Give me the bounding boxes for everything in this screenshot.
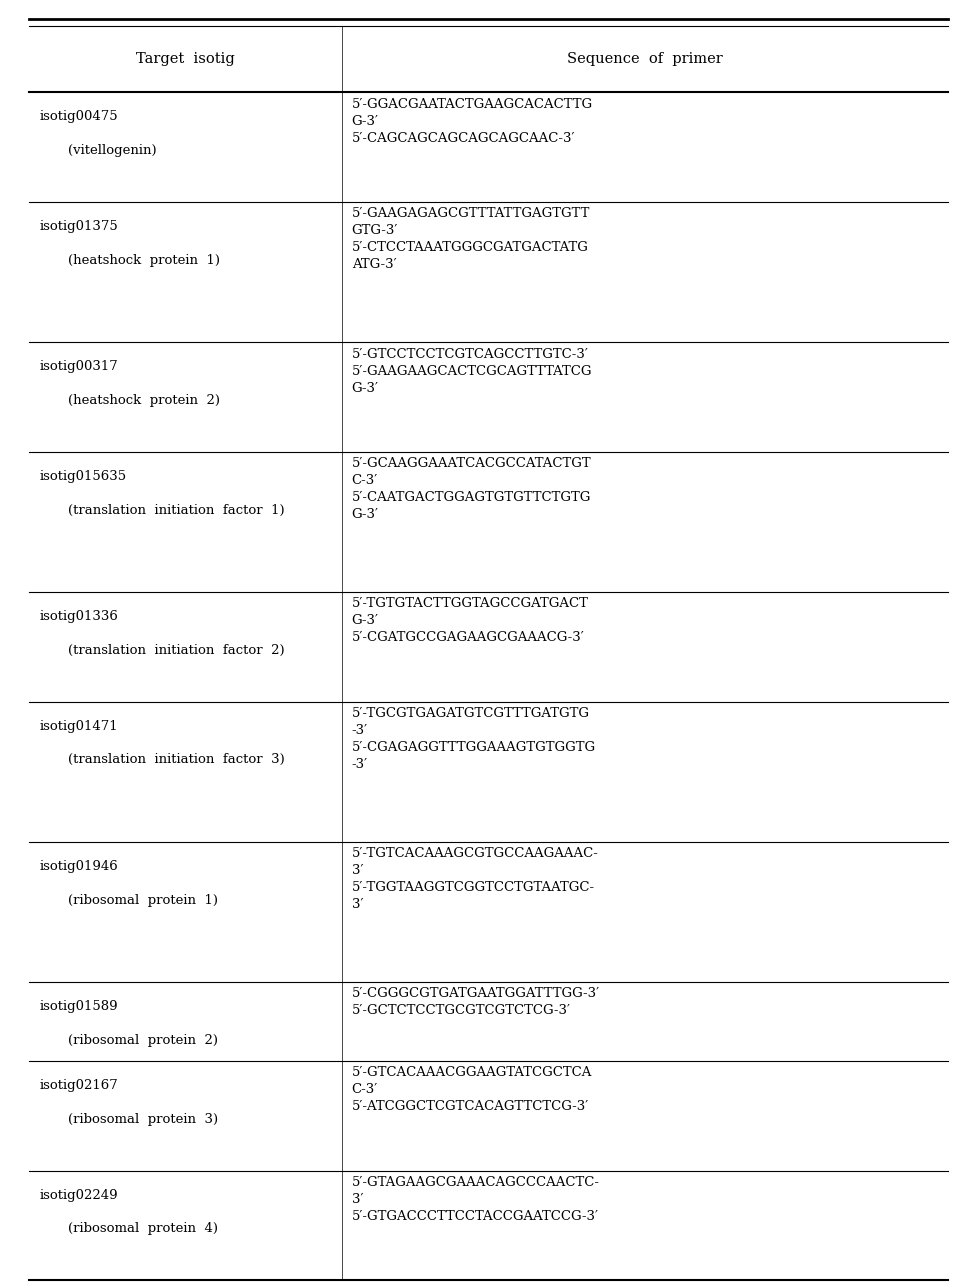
Text: 5′-GAAGAGAGCGTTTATTGAGTGTT
GTG-3′
5′-CTCCTAAATGGGCGATGACTATG
ATG-3′: 5′-GAAGAGAGCGTTTATTGAGTGTT GTG-3′ 5′-CTC… <box>352 207 590 271</box>
Text: isotig01589: isotig01589 <box>39 1000 117 1013</box>
Text: (vitellogenin): (vitellogenin) <box>68 144 157 157</box>
Text: (translation  initiation  factor  1): (translation initiation factor 1) <box>68 503 285 516</box>
Text: 5′-CGGGCGTGATGAATGGATTTGG-3′
5′-GCTCTCCTGCGTCGTCTCG-3′: 5′-CGGGCGTGATGAATGGATTTGG-3′ 5′-GCTCTCCT… <box>352 987 600 1017</box>
Text: Sequence  of  primer: Sequence of primer <box>567 53 723 65</box>
Text: (translation  initiation  factor  2): (translation initiation factor 2) <box>68 643 285 656</box>
Text: isotig01471: isotig01471 <box>39 719 117 733</box>
Text: isotig01375: isotig01375 <box>39 220 118 234</box>
Text: (translation  initiation  factor  3): (translation initiation factor 3) <box>68 754 285 767</box>
Text: isotig01336: isotig01336 <box>39 610 118 623</box>
Text: isotig01946: isotig01946 <box>39 860 118 873</box>
Text: 5′-TGTCACAAAGCGTGCCAAGAAAC-
3′
5′-TGGTAAGGTCGGTCCTGTAATGC-
3′: 5′-TGTCACAAAGCGTGCCAAGAAAC- 3′ 5′-TGGTAA… <box>352 847 599 912</box>
Text: isotig02167: isotig02167 <box>39 1079 118 1091</box>
Text: 5′-GTCACAAACGGAAGTATCGCTCA
C-3′
5′-ATCGGCTCGTCACAGTTCTCG-3′: 5′-GTCACAAACGGAAGTATCGCTCA C-3′ 5′-ATCGG… <box>352 1066 592 1113</box>
Text: isotig015635: isotig015635 <box>39 470 126 483</box>
Text: 5′-GCAAGGAAATCACGCCATACTGT
C-3′
5′-CAATGACTGGAGTGTGTTCTGTG
G-3′: 5′-GCAAGGAAATCACGCCATACTGT C-3′ 5′-CAATG… <box>352 457 591 521</box>
Text: (heatshock  protein  2): (heatshock protein 2) <box>68 394 221 407</box>
Text: 5′-TGTGTACTTGGTAGCCGATGACT
G-3′
5′-CGATGCCGAGAAGCGAAACG-3′: 5′-TGTGTACTTGGTAGCCGATGACT G-3′ 5′-CGATG… <box>352 597 588 645</box>
Text: (ribosomal  protein  2): (ribosomal protein 2) <box>68 1034 219 1046</box>
Text: isotig00317: isotig00317 <box>39 361 118 374</box>
Text: Target  isotig: Target isotig <box>136 53 235 65</box>
Text: isotig00475: isotig00475 <box>39 110 117 123</box>
Text: isotig02249: isotig02249 <box>39 1189 117 1202</box>
Text: (ribosomal  protein  3): (ribosomal protein 3) <box>68 1113 219 1126</box>
Text: 5′-GTCCTCCTCGTCAGCCTTGTC-3′
5′-GAAGAAGCACTCGCAGTTTATCG
G-3′: 5′-GTCCTCCTCGTCAGCCTTGTC-3′ 5′-GAAGAAGCA… <box>352 348 592 394</box>
Text: (ribosomal  protein  4): (ribosomal protein 4) <box>68 1222 219 1235</box>
Text: 5′-GGACGAATACTGAAGCACACTTG
G-3′
5′-CAGCAGCAGCAGCAGCAAC-3′: 5′-GGACGAATACTGAAGCACACTTG G-3′ 5′-CAGCA… <box>352 98 593 145</box>
Text: (heatshock  protein  1): (heatshock protein 1) <box>68 254 221 267</box>
Text: (ribosomal  protein  1): (ribosomal protein 1) <box>68 894 219 907</box>
Text: 5′-GTAGAAGCGAAACAGCCCAACTC-
3′
5′-GTGACCCTTCCTACCGAATCCG-3′: 5′-GTAGAAGCGAAACAGCCCAACTC- 3′ 5′-GTGACC… <box>352 1176 600 1222</box>
Text: 5′-TGCGTGAGATGTCGTTTGATGTG
-3′
5′-CGAGAGGTTTGGAAAGTGTGGTG
-3′: 5′-TGCGTGAGATGTCGTTTGATGTG -3′ 5′-CGAGAG… <box>352 707 596 770</box>
